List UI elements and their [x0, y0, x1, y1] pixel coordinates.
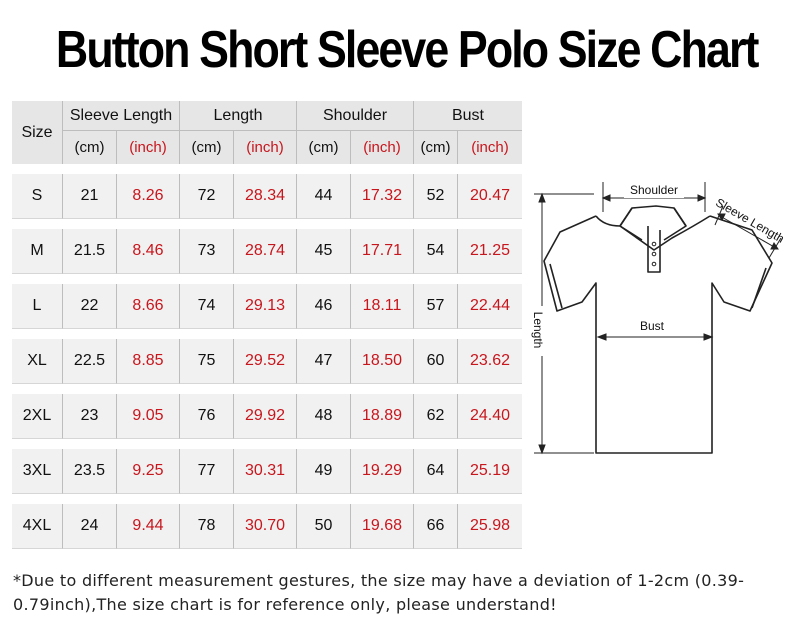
- cm-value-cell: 48: [297, 394, 351, 439]
- unit-cm: (cm): [63, 131, 117, 164]
- cm-value-cell: 23: [63, 394, 117, 439]
- cm-value-cell: 72: [180, 174, 234, 219]
- bust-measure: [596, 333, 714, 341]
- cm-value-cell: 21: [63, 174, 117, 219]
- cm-value-cell: 47: [297, 339, 351, 384]
- cm-value-cell: 54: [414, 229, 458, 274]
- polo-shirt-outline: [543, 205, 773, 454]
- inch-value-cell: 25.98: [458, 504, 522, 549]
- size-cell: S: [12, 174, 63, 219]
- unit-inch: (inch): [234, 131, 297, 164]
- inch-value-cell: 23.62: [458, 339, 522, 384]
- page-title: Button Short Sleeve Polo Size Chart: [55, 21, 759, 79]
- size-table: Size Sleeve Length Length Shoulder Bust …: [12, 101, 522, 551]
- inch-value-cell: 28.74: [234, 229, 297, 274]
- disclaimer-note: *Due to different measurement gestures, …: [13, 571, 745, 614]
- cm-value-cell: 77: [180, 449, 234, 494]
- size-cell: 4XL: [12, 504, 63, 549]
- size-cell: M: [12, 229, 63, 274]
- cm-value-cell: 24: [63, 504, 117, 549]
- length-label: Length: [531, 312, 545, 349]
- inch-value-cell: 17.32: [351, 174, 414, 219]
- cm-value-cell: 22.5: [63, 339, 117, 384]
- sleeve-length-header: Sleeve Length: [63, 101, 180, 131]
- cm-value-cell: 76: [180, 394, 234, 439]
- cm-value-cell: 73: [180, 229, 234, 274]
- sleeve-length-measure: [714, 205, 782, 259]
- cm-value-cell: 78: [180, 504, 234, 549]
- inch-value-cell: 28.34: [234, 174, 297, 219]
- inch-value-cell: 8.66: [117, 284, 180, 329]
- inch-value-cell: 9.25: [117, 449, 180, 494]
- inch-value-cell: 21.25: [458, 229, 522, 274]
- inch-value-cell: 29.92: [234, 394, 297, 439]
- unit-cm: (cm): [180, 131, 234, 164]
- inch-value-cell: 29.52: [234, 339, 297, 384]
- cm-value-cell: 57: [414, 284, 458, 329]
- inch-value-cell: 17.71: [351, 229, 414, 274]
- cm-value-cell: 45: [297, 229, 351, 274]
- size-cell: L: [12, 284, 63, 329]
- cm-value-cell: 75: [180, 339, 234, 384]
- inch-value-cell: 30.31: [234, 449, 297, 494]
- shoulder-header: Shoulder: [297, 101, 414, 131]
- inch-value-cell: 29.13: [234, 284, 297, 329]
- inch-value-cell: 25.19: [458, 449, 522, 494]
- cm-value-cell: 44: [297, 174, 351, 219]
- inch-value-cell: 22.44: [458, 284, 522, 329]
- cm-value-cell: 23.5: [63, 449, 117, 494]
- length-header: Length: [180, 101, 297, 131]
- unit-inch: (inch): [351, 131, 414, 164]
- shoulder-label: Shoulder: [630, 183, 678, 197]
- cm-value-cell: 64: [414, 449, 458, 494]
- unit-inch: (inch): [117, 131, 180, 164]
- size-header: Size: [12, 101, 63, 164]
- cm-value-cell: 21.5: [63, 229, 117, 274]
- bust-header: Bust: [414, 101, 522, 131]
- inch-value-cell: 18.50: [351, 339, 414, 384]
- inch-value-cell: 18.89: [351, 394, 414, 439]
- cm-value-cell: 50: [297, 504, 351, 549]
- polo-shirt-diagram: Shoulder Sleeve Length Length Bust: [531, 181, 787, 455]
- shoulder-measure: [601, 182, 707, 212]
- cm-value-cell: 74: [180, 284, 234, 329]
- inch-value-cell: 19.29: [351, 449, 414, 494]
- cm-value-cell: 66: [414, 504, 458, 549]
- size-cell: 2XL: [12, 394, 63, 439]
- button-row: [651, 241, 657, 267]
- inch-value-cell: 9.05: [117, 394, 180, 439]
- cm-value-cell: 60: [414, 339, 458, 384]
- inch-value-cell: 19.68: [351, 504, 414, 549]
- cm-value-cell: 62: [414, 394, 458, 439]
- bust-label: Bust: [640, 319, 665, 333]
- size-cell: XL: [12, 339, 63, 384]
- inch-value-cell: 30.70: [234, 504, 297, 549]
- unit-inch: (inch): [458, 131, 522, 164]
- cm-value-cell: 46: [297, 284, 351, 329]
- inch-value-cell: 8.46: [117, 229, 180, 274]
- cm-value-cell: 49: [297, 449, 351, 494]
- inch-value-cell: 8.85: [117, 339, 180, 384]
- inch-value-cell: 18.11: [351, 284, 414, 329]
- cm-value-cell: 22: [63, 284, 117, 329]
- size-cell: 3XL: [12, 449, 63, 494]
- cm-value-cell: 52: [414, 174, 458, 219]
- unit-cm: (cm): [297, 131, 351, 164]
- inch-value-cell: 24.40: [458, 394, 522, 439]
- inch-value-cell: 8.26: [117, 174, 180, 219]
- inch-value-cell: 20.47: [458, 174, 522, 219]
- unit-cm: (cm): [414, 131, 458, 164]
- inch-value-cell: 9.44: [117, 504, 180, 549]
